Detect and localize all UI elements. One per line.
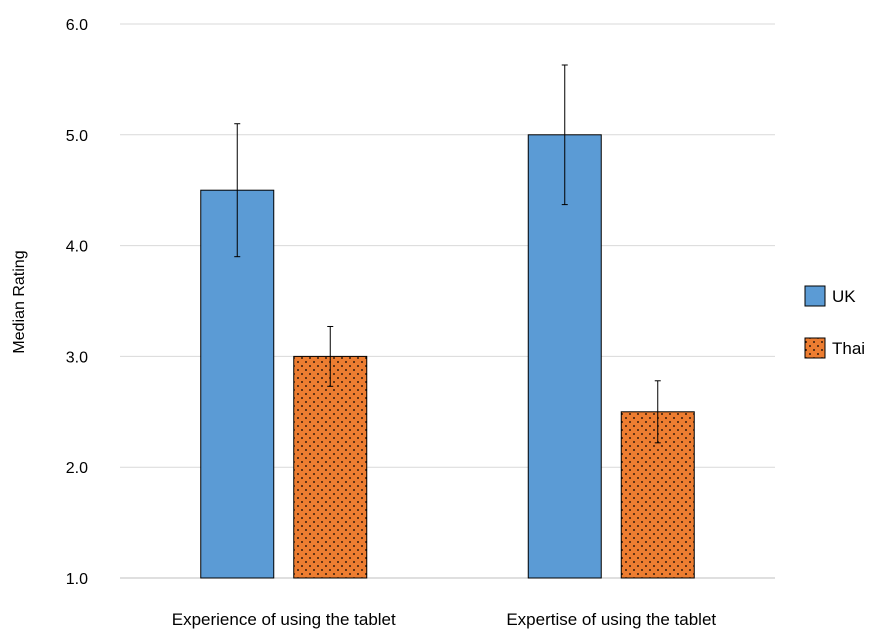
- y-axis-title: Median Rating: [11, 250, 28, 353]
- legend-label-thai: Thai: [832, 339, 865, 358]
- x-axis-categories: Experience of using the tablet Expertise …: [172, 610, 717, 629]
- y-tick-label: 3.0: [66, 349, 88, 366]
- legend-label-uk: UK: [832, 287, 856, 306]
- y-tick-label: 1.0: [66, 571, 88, 588]
- y-tick-label: 2.0: [66, 460, 88, 477]
- y-axis-ticks: 1.0 2.0 3.0 4.0 5.0 6.0: [66, 17, 88, 588]
- y-tick-label: 4.0: [66, 239, 88, 256]
- y-tick-label: 5.0: [66, 128, 88, 145]
- legend-swatch-thai: [804, 337, 826, 359]
- bar-thai-1: [293, 355, 368, 579]
- x-category-label: Experience of using the tablet: [172, 610, 396, 629]
- legend-swatch-uk: [804, 285, 826, 307]
- legend: UK Thai: [804, 285, 865, 359]
- error-bars: [234, 64, 661, 444]
- bar-uk-2: [527, 134, 602, 579]
- y-tick-label: 6.0: [66, 17, 88, 34]
- x-category-label: Expertise of using the tablet: [506, 610, 716, 629]
